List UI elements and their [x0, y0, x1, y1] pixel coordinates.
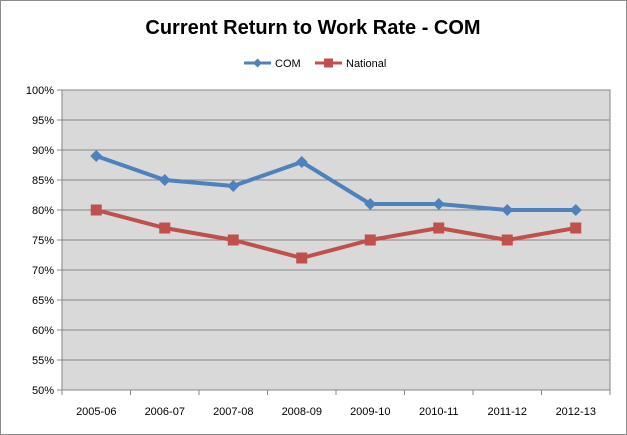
y-tick-label: 80%: [32, 205, 54, 217]
chart-title: Current Return to Work Rate - COM: [145, 17, 480, 39]
series-line: [94, 154, 578, 212]
series-com: [90, 150, 582, 216]
y-tick-label: 70%: [32, 265, 54, 277]
data-point: [433, 222, 445, 234]
data-point: [364, 198, 377, 210]
legend-marker: [253, 58, 262, 68]
data-point: [364, 234, 376, 246]
series-line: [94, 208, 578, 260]
x-tick-label: 2007-08: [213, 406, 253, 418]
y-tick-label: 90%: [32, 145, 54, 157]
data-point: [159, 222, 171, 234]
data-point: [158, 174, 171, 186]
data-point: [295, 156, 308, 168]
data-point: [501, 234, 513, 246]
x-axis: 2005-06 2006-07 2007-08 2008-09 2009-10 2010-…: [61, 390, 611, 418]
data-point: [432, 198, 445, 210]
data-point: [90, 150, 103, 162]
x-tick-label: 2012-13: [556, 406, 596, 418]
y-tick-label: 50%: [32, 385, 54, 397]
legend: COM National: [244, 58, 386, 70]
x-tick-label: 2010-11: [419, 406, 459, 418]
x-tick-label: 2008-09: [282, 406, 322, 418]
x-tick-label: 2011-12: [487, 406, 527, 418]
x-tick-label: 2009-10: [350, 406, 390, 418]
data-point: [227, 234, 239, 246]
legend-marker: [324, 58, 333, 68]
series-layer: [90, 150, 582, 264]
legend-item-national: National: [315, 58, 386, 70]
data-point: [570, 222, 582, 234]
data-point: [90, 204, 102, 216]
legend-item-com: COM: [244, 58, 301, 70]
y-tick-label: 65%: [32, 295, 54, 307]
y-tick-label: 95%: [32, 115, 54, 127]
y-tick-label: 55%: [32, 355, 54, 367]
y-tick-label: 60%: [32, 325, 54, 337]
series-national: [90, 204, 582, 264]
x-tick-label: 2006-07: [145, 406, 185, 418]
data-point: [501, 204, 514, 216]
data-point: [569, 204, 582, 216]
data-point: [296, 252, 308, 264]
y-tick-label: 100%: [26, 85, 54, 97]
legend-label: National: [346, 58, 386, 70]
y-axis: 50% 55% 60% 65% 70% 75% 80% 85% 90% 95% 100%: [26, 85, 62, 397]
data-point: [227, 180, 240, 192]
y-tick-label: 75%: [32, 235, 54, 247]
x-tick-label: 2005-06: [76, 406, 116, 418]
legend-label: COM: [275, 58, 301, 70]
y-tick-label: 85%: [32, 175, 54, 187]
